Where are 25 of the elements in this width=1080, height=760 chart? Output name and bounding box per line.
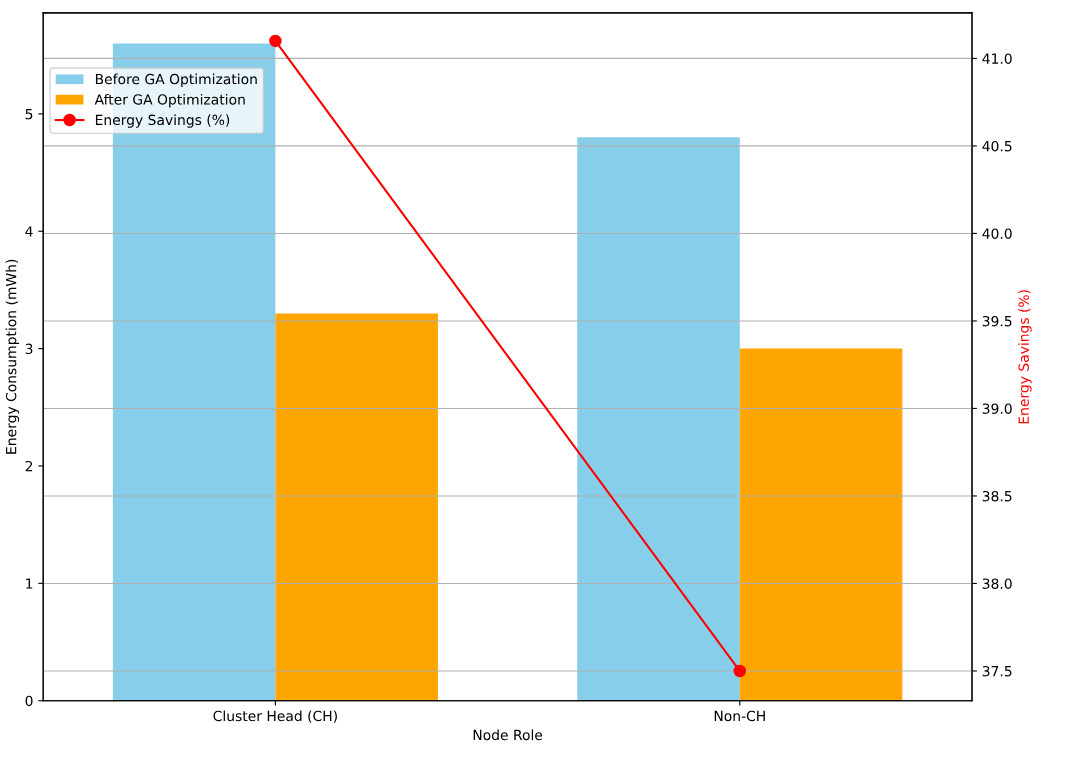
bar (739, 348, 903, 701)
y2-tick-label: 39.5 (982, 315, 1012, 327)
y2-tick-label: 38.5 (982, 490, 1012, 502)
y2-tick-label: 40.0 (982, 228, 1012, 239)
y2-tick-label: 39.0 (982, 403, 1012, 414)
bar (275, 313, 438, 701)
legend-label: After GA Optimization (94, 93, 245, 108)
y-tick-label: 5 (25, 109, 33, 120)
y-tick-label: 2 (25, 460, 33, 472)
legend-label: Energy Savings (%) (95, 114, 230, 128)
y-tick-label: 0 (25, 695, 33, 707)
y2-tick-label: 40.5 (982, 140, 1012, 152)
y2-axis-title: Energy Savings (%) (1018, 290, 1032, 424)
bar (577, 137, 740, 701)
legend-label: Before GA Optimization (95, 73, 257, 88)
y-tick-label: 3 (25, 343, 33, 355)
y-tick-label: 1 (26, 578, 33, 589)
y2-tick-label: 41.0 (982, 53, 1012, 64)
x-tick-label: Non-CH (714, 710, 765, 722)
x-axis-title: Node Role (473, 729, 543, 741)
y2-tick-label: 38.0 (982, 578, 1012, 589)
y2-tick-label: 37.5 (982, 665, 1012, 677)
x-tick-label: Cluster Head (CH) (213, 710, 337, 723)
y-tick-label: 4 (25, 226, 33, 237)
y-axis-title: Energy Consumption (mWh) (5, 259, 20, 454)
